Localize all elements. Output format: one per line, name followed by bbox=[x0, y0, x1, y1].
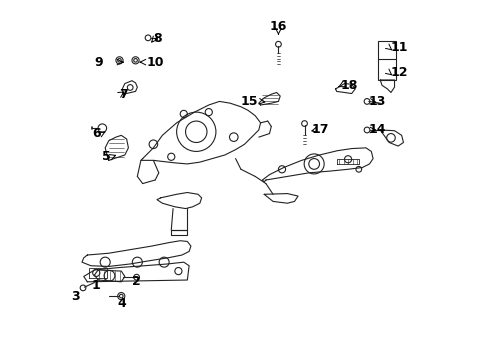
Polygon shape bbox=[258, 93, 280, 105]
Polygon shape bbox=[380, 80, 394, 93]
Text: 7: 7 bbox=[119, 88, 127, 101]
Polygon shape bbox=[380, 130, 403, 146]
Text: 12: 12 bbox=[390, 66, 407, 79]
Polygon shape bbox=[262, 148, 372, 182]
Text: 10: 10 bbox=[146, 55, 163, 69]
Text: 16: 16 bbox=[269, 20, 286, 33]
Text: 6: 6 bbox=[92, 127, 101, 140]
Polygon shape bbox=[94, 270, 124, 282]
Polygon shape bbox=[105, 135, 128, 160]
Polygon shape bbox=[82, 241, 190, 266]
Text: 4: 4 bbox=[118, 297, 126, 310]
Text: 9: 9 bbox=[95, 55, 103, 69]
Text: 17: 17 bbox=[311, 123, 328, 136]
Text: 18: 18 bbox=[340, 79, 357, 92]
Text: 15: 15 bbox=[240, 95, 258, 108]
Polygon shape bbox=[157, 193, 201, 208]
Polygon shape bbox=[141, 102, 260, 164]
Polygon shape bbox=[264, 194, 298, 203]
Text: 3: 3 bbox=[71, 289, 80, 303]
Text: 1: 1 bbox=[91, 279, 100, 292]
Polygon shape bbox=[83, 262, 189, 282]
Text: 13: 13 bbox=[368, 95, 386, 108]
Text: 8: 8 bbox=[153, 32, 162, 45]
Text: 11: 11 bbox=[390, 41, 407, 54]
Text: 5: 5 bbox=[102, 150, 110, 163]
Text: 2: 2 bbox=[132, 275, 141, 288]
Text: 14: 14 bbox=[368, 123, 386, 136]
FancyBboxPatch shape bbox=[378, 41, 395, 80]
